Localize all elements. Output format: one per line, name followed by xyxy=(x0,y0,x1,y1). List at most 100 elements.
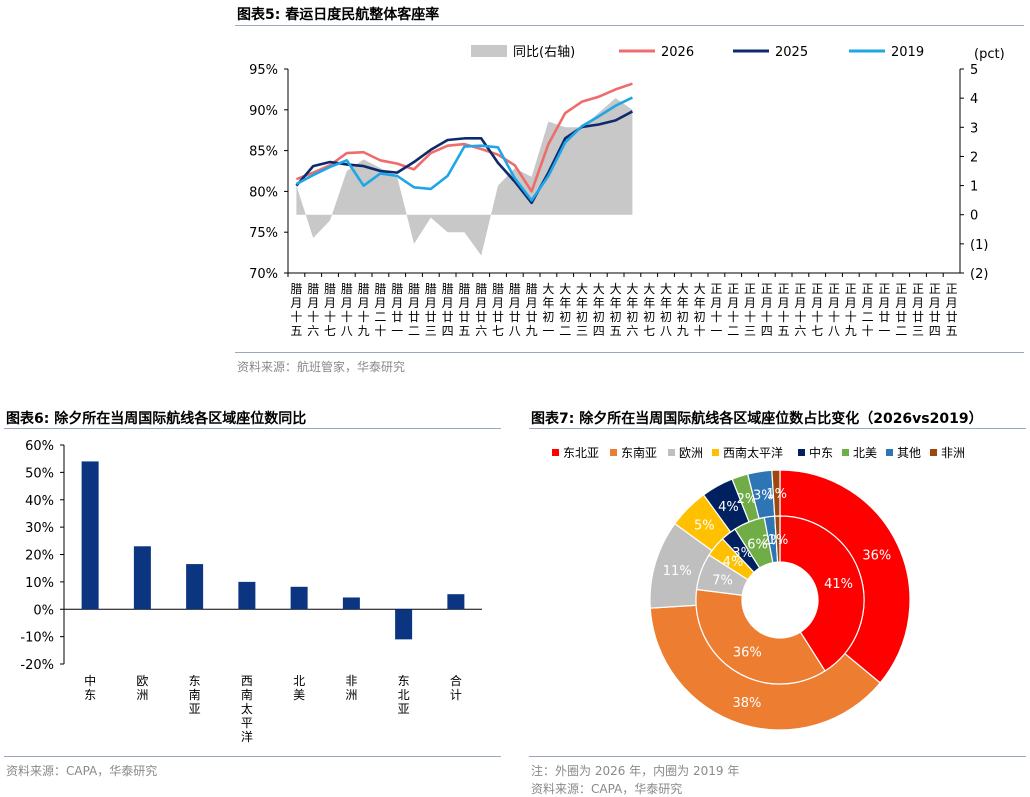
fig7-outer-label: 5% xyxy=(694,518,715,533)
fig7-inner-slice-东南亚 xyxy=(695,588,826,685)
fig7-title-rule xyxy=(529,428,1026,429)
fig5-left-tick-label: 95% xyxy=(249,63,278,78)
fig5-series-2026-line xyxy=(295,82,633,193)
fig6-x-tick-label: 北美 xyxy=(293,674,305,702)
fig6-bar-东南亚 xyxy=(186,564,204,610)
fig7-legend-swatch-东北亚 xyxy=(552,449,559,456)
fig5-x-tick-label: 正月廿一 xyxy=(878,282,890,338)
fig5-right-tick-label: 1 xyxy=(970,180,978,195)
fig7-legend-label: 西南太平洋 xyxy=(723,445,783,460)
fig5-x-tick-label: 大年初六 xyxy=(626,282,638,338)
fig6-x-tick-label: 非洲 xyxy=(345,674,357,702)
fig5-series-2019-line xyxy=(295,96,633,202)
fig7-legend-swatch-欧洲 xyxy=(668,449,675,456)
fig5-x-tick-label: 正月十五 xyxy=(778,282,790,338)
fig7-inner-slice-非洲 xyxy=(774,515,781,563)
fig5-x-tick-label: 正月十六 xyxy=(794,282,806,338)
fig7-legend-label: 东北亚 xyxy=(563,446,599,460)
fig5-x-tick-label: 大年初十 xyxy=(694,282,706,338)
fig5-x-tick-label: 正月廿五 xyxy=(946,282,958,338)
fig5-right-axis-unit: (pct) xyxy=(974,47,1005,62)
fig5-x-tick-label: 正月十二 xyxy=(727,282,739,338)
fig7-legend-swatch-北美 xyxy=(842,449,849,456)
fig7-inner-label: 1% xyxy=(768,533,789,548)
fig5-x-tick-label: 正月十七 xyxy=(811,282,823,338)
fig7-legend-label: 中东 xyxy=(809,445,833,460)
fig5-x-tick-label: 腊月十九 xyxy=(358,282,370,338)
fig7-outer-label: 4% xyxy=(718,500,739,515)
fig5-x-tick-label: 腊月二十 xyxy=(374,282,386,338)
fig7-legend-label: 北美 xyxy=(853,446,877,460)
fig5-x-tick-label: 腊月十五 xyxy=(290,282,302,338)
fig7-legend-swatch-中东 xyxy=(798,449,805,456)
fig5-right-tick-label: 5 xyxy=(970,63,978,78)
fig7-inner-label: 7% xyxy=(712,573,733,588)
fig5-x-tick-label: 腊月廿七 xyxy=(492,282,504,338)
fig6-tick-label: 30% xyxy=(25,521,54,536)
fig6-x-tick-label: 东北亚 xyxy=(398,674,410,716)
fig5-x-tick-label: 正月十四 xyxy=(761,282,773,338)
fig6-bar-合计 xyxy=(447,594,465,610)
fig5-x-tick-label: 大年初二 xyxy=(559,282,571,338)
fig7-legend-label: 其他 xyxy=(897,446,921,460)
fig6-bar-北美 xyxy=(290,586,308,610)
fig5-legend-label: 2026 xyxy=(661,45,694,60)
fig7-outer-label: 38% xyxy=(732,696,761,711)
fig6-x-tick-label: 西南太平洋 xyxy=(241,674,253,744)
fig7-title: 图表7: 除夕所在当周国际航线各区域座位数占比变化（2026vs2019） xyxy=(531,411,983,427)
fig5-x-tick-label: 大年初五 xyxy=(610,282,622,338)
fig5-x-tick-label: 腊月廿九 xyxy=(526,282,538,338)
fig5-left-tick-label: 90% xyxy=(249,104,278,119)
fig7-legend-swatch-西南太平洋 xyxy=(712,449,719,456)
fig6-tick-label: 60% xyxy=(25,439,54,454)
fig5-legend-label: 同比(右轴) xyxy=(513,45,575,60)
fig5-x-tick-label: 腊月廿四 xyxy=(442,282,454,338)
fig5-x-tick-label: 腊月十七 xyxy=(324,282,336,338)
fig7-legend-swatch-其他 xyxy=(886,449,893,456)
fig6-bottom-rule xyxy=(4,756,501,757)
fig5-x-tick-label: 正月十八 xyxy=(828,282,840,338)
fig7-outer-label: 3% xyxy=(753,488,774,503)
fig5-right-tick-label: (1) xyxy=(970,238,988,253)
fig5-left-tick-label: 80% xyxy=(249,185,278,200)
fig6-bar-西南太平洋 xyxy=(238,581,256,610)
fig6-tick-label: 0% xyxy=(33,603,54,618)
fig6-title-rule xyxy=(4,428,501,429)
fig5-right-tick-label: 3 xyxy=(970,121,978,136)
fig6-tick-label: -20% xyxy=(20,658,54,673)
fig5-legend-label: 2025 xyxy=(775,45,808,60)
fig7-legend-swatch-东南亚 xyxy=(610,449,617,456)
fig6-tick-label: 10% xyxy=(25,576,54,591)
fig5-x-tick-label: 大年初一 xyxy=(542,282,554,338)
fig5-right-tick-label: 0 xyxy=(970,209,978,224)
fig5-x-tick-label: 腊月廿一 xyxy=(391,282,403,338)
fig5-source: 资料来源：航班管家，华泰研究 xyxy=(237,360,406,374)
fig5-bottom-rule xyxy=(235,352,1024,353)
fig7-legend-label: 东南亚 xyxy=(621,445,657,460)
fig5-right-tick-label: 2 xyxy=(970,150,978,165)
fig5-x-tick-label: 腊月廿三 xyxy=(425,282,437,338)
fig5-legend-label: 2019 xyxy=(891,45,924,60)
fig7-source: 资料来源：CAPA，华泰研究 xyxy=(531,782,683,796)
fig5-left-tick-label: 75% xyxy=(249,226,278,241)
fig5-x-tick-label: 大年初八 xyxy=(660,282,672,338)
fig6-x-tick-label: 欧洲 xyxy=(136,674,148,702)
fig6-tick-label: -10% xyxy=(20,631,54,646)
fig6-source: 资料来源：CAPA，华泰研究 xyxy=(6,764,158,778)
fig7-inner-label: 36% xyxy=(733,646,762,661)
fig5-left-tick-label: 85% xyxy=(249,145,278,160)
fig5-x-tick-label: 腊月廿八 xyxy=(509,282,521,338)
fig5-x-tick-label: 正月十一 xyxy=(710,282,722,338)
fig6-x-tick-label: 东南亚 xyxy=(189,674,201,716)
fig7-outer-label: 36% xyxy=(862,548,891,563)
fig7-inner-label: 6% xyxy=(747,537,768,552)
fig7-outer-label: 1% xyxy=(766,487,787,502)
fig6-bar-非洲 xyxy=(342,597,360,610)
fig5-x-tick-label: 正月廿三 xyxy=(912,282,924,338)
fig7-outer-label: 11% xyxy=(663,564,692,579)
fig7-bottom-rule xyxy=(529,756,1026,757)
fig7-legend-label: 非洲 xyxy=(941,446,965,460)
fig5-x-tick-label: 腊月廿五 xyxy=(458,282,470,338)
fig6-bar-中东 xyxy=(81,461,99,610)
fig6-tick-label: 50% xyxy=(25,466,54,481)
